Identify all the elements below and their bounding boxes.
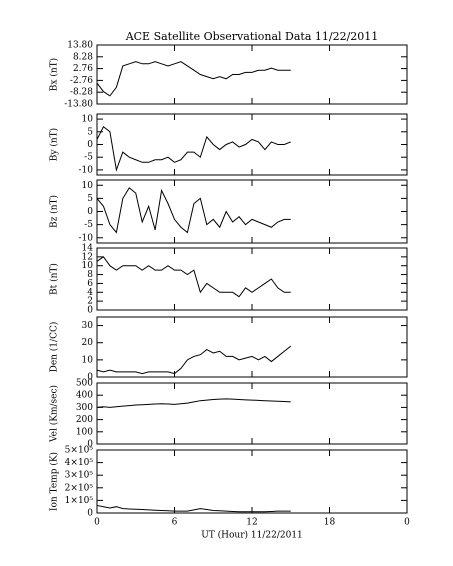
x-tick-label: 6 <box>172 518 178 528</box>
x-tick-label: 12 <box>246 518 257 528</box>
y-tick-label: 5×10⁵ <box>65 446 94 456</box>
y-tick-label: 2.76 <box>73 64 93 74</box>
y-tick-label: 5 <box>87 127 93 137</box>
y-axis-label: By (nT) <box>49 128 60 161</box>
trace <box>96 345 292 375</box>
y-tick-label: 20 <box>82 338 94 348</box>
y-tick-label: 0 <box>87 440 93 450</box>
y-tick-label: 1×10⁵ <box>65 496 94 506</box>
y-tick-label: 10 <box>82 115 94 125</box>
y-tick-label: 4×10⁵ <box>65 458 94 468</box>
y-tick-label: 14 <box>82 244 94 254</box>
x-axis-label: UT (Hour) 11/22/2011 <box>201 530 303 541</box>
y-tick-label: -13.80 <box>64 100 93 110</box>
y-axis-label: Bt (nT) <box>49 263 60 295</box>
y-tick-label: 100 <box>76 427 93 437</box>
y-tick-label: 300 <box>76 403 93 413</box>
y-tick-label: 10 <box>82 355 94 365</box>
y-tick-label: 5 <box>87 194 93 204</box>
panel-frame <box>96 382 408 445</box>
y-axis-label: Bx (nT) <box>49 58 60 91</box>
y-tick-label: -5 <box>84 153 93 163</box>
trace <box>96 398 291 408</box>
y-tick-label: 0 <box>87 140 93 150</box>
y-tick-label: 0 <box>87 373 93 383</box>
y-tick-label: 400 <box>76 391 93 401</box>
x-tick-label: 0 <box>94 518 100 528</box>
y-tick-label: 8 <box>87 270 93 280</box>
trace <box>96 504 291 513</box>
y-tick-label: 8.28 <box>73 52 93 62</box>
y-tick-label: 6 <box>87 279 93 289</box>
trace <box>96 61 291 97</box>
y-axis-label: Den (1/CC) <box>49 322 60 373</box>
trace <box>96 187 291 234</box>
y-tick-label: 2 <box>87 297 93 307</box>
y-tick-label: 4 <box>87 288 93 298</box>
y-tick-label: 500 <box>76 379 93 389</box>
y-tick-label: 10 <box>82 181 94 191</box>
y-tick-label: 0 <box>87 509 93 519</box>
y-tick-label: 2×10⁵ <box>65 483 94 493</box>
x-tick-label: 0 <box>404 518 410 528</box>
y-tick-label: 3×10⁵ <box>65 471 94 481</box>
panel-frame <box>96 449 408 514</box>
y-tick-label: 200 <box>76 415 93 425</box>
y-tick-label: -5 <box>84 220 93 230</box>
y-tick-label: 10 <box>82 261 94 271</box>
y-axis-label: Vel (Km/sec) <box>49 385 60 443</box>
panel-frame <box>96 113 408 176</box>
trace <box>96 125 291 172</box>
y-tick-label: -2.76 <box>70 76 93 86</box>
y-tick-label: -10 <box>79 165 94 175</box>
panel-frame <box>96 247 408 311</box>
panel-frame <box>96 316 408 378</box>
y-axis-label: Bz (nT) <box>49 195 60 228</box>
panel-frame <box>96 44 408 105</box>
trace <box>96 256 291 298</box>
y-axis-label: Ion Temp (K) <box>49 452 60 511</box>
y-tick-label: 0 <box>87 207 93 217</box>
y-tick-label: 12 <box>82 252 93 262</box>
panel-frame <box>96 179 408 244</box>
y-tick-label: -10 <box>79 233 94 243</box>
x-tick-label: 18 <box>324 518 336 528</box>
y-tick-label: 30 <box>82 321 94 331</box>
y-tick-label: -8.28 <box>70 88 93 98</box>
chart-title: ACE Satellite Observational Data 11/22/2… <box>125 30 379 43</box>
y-tick-label: 0 <box>87 306 93 316</box>
y-tick-label: 13.80 <box>67 41 93 51</box>
